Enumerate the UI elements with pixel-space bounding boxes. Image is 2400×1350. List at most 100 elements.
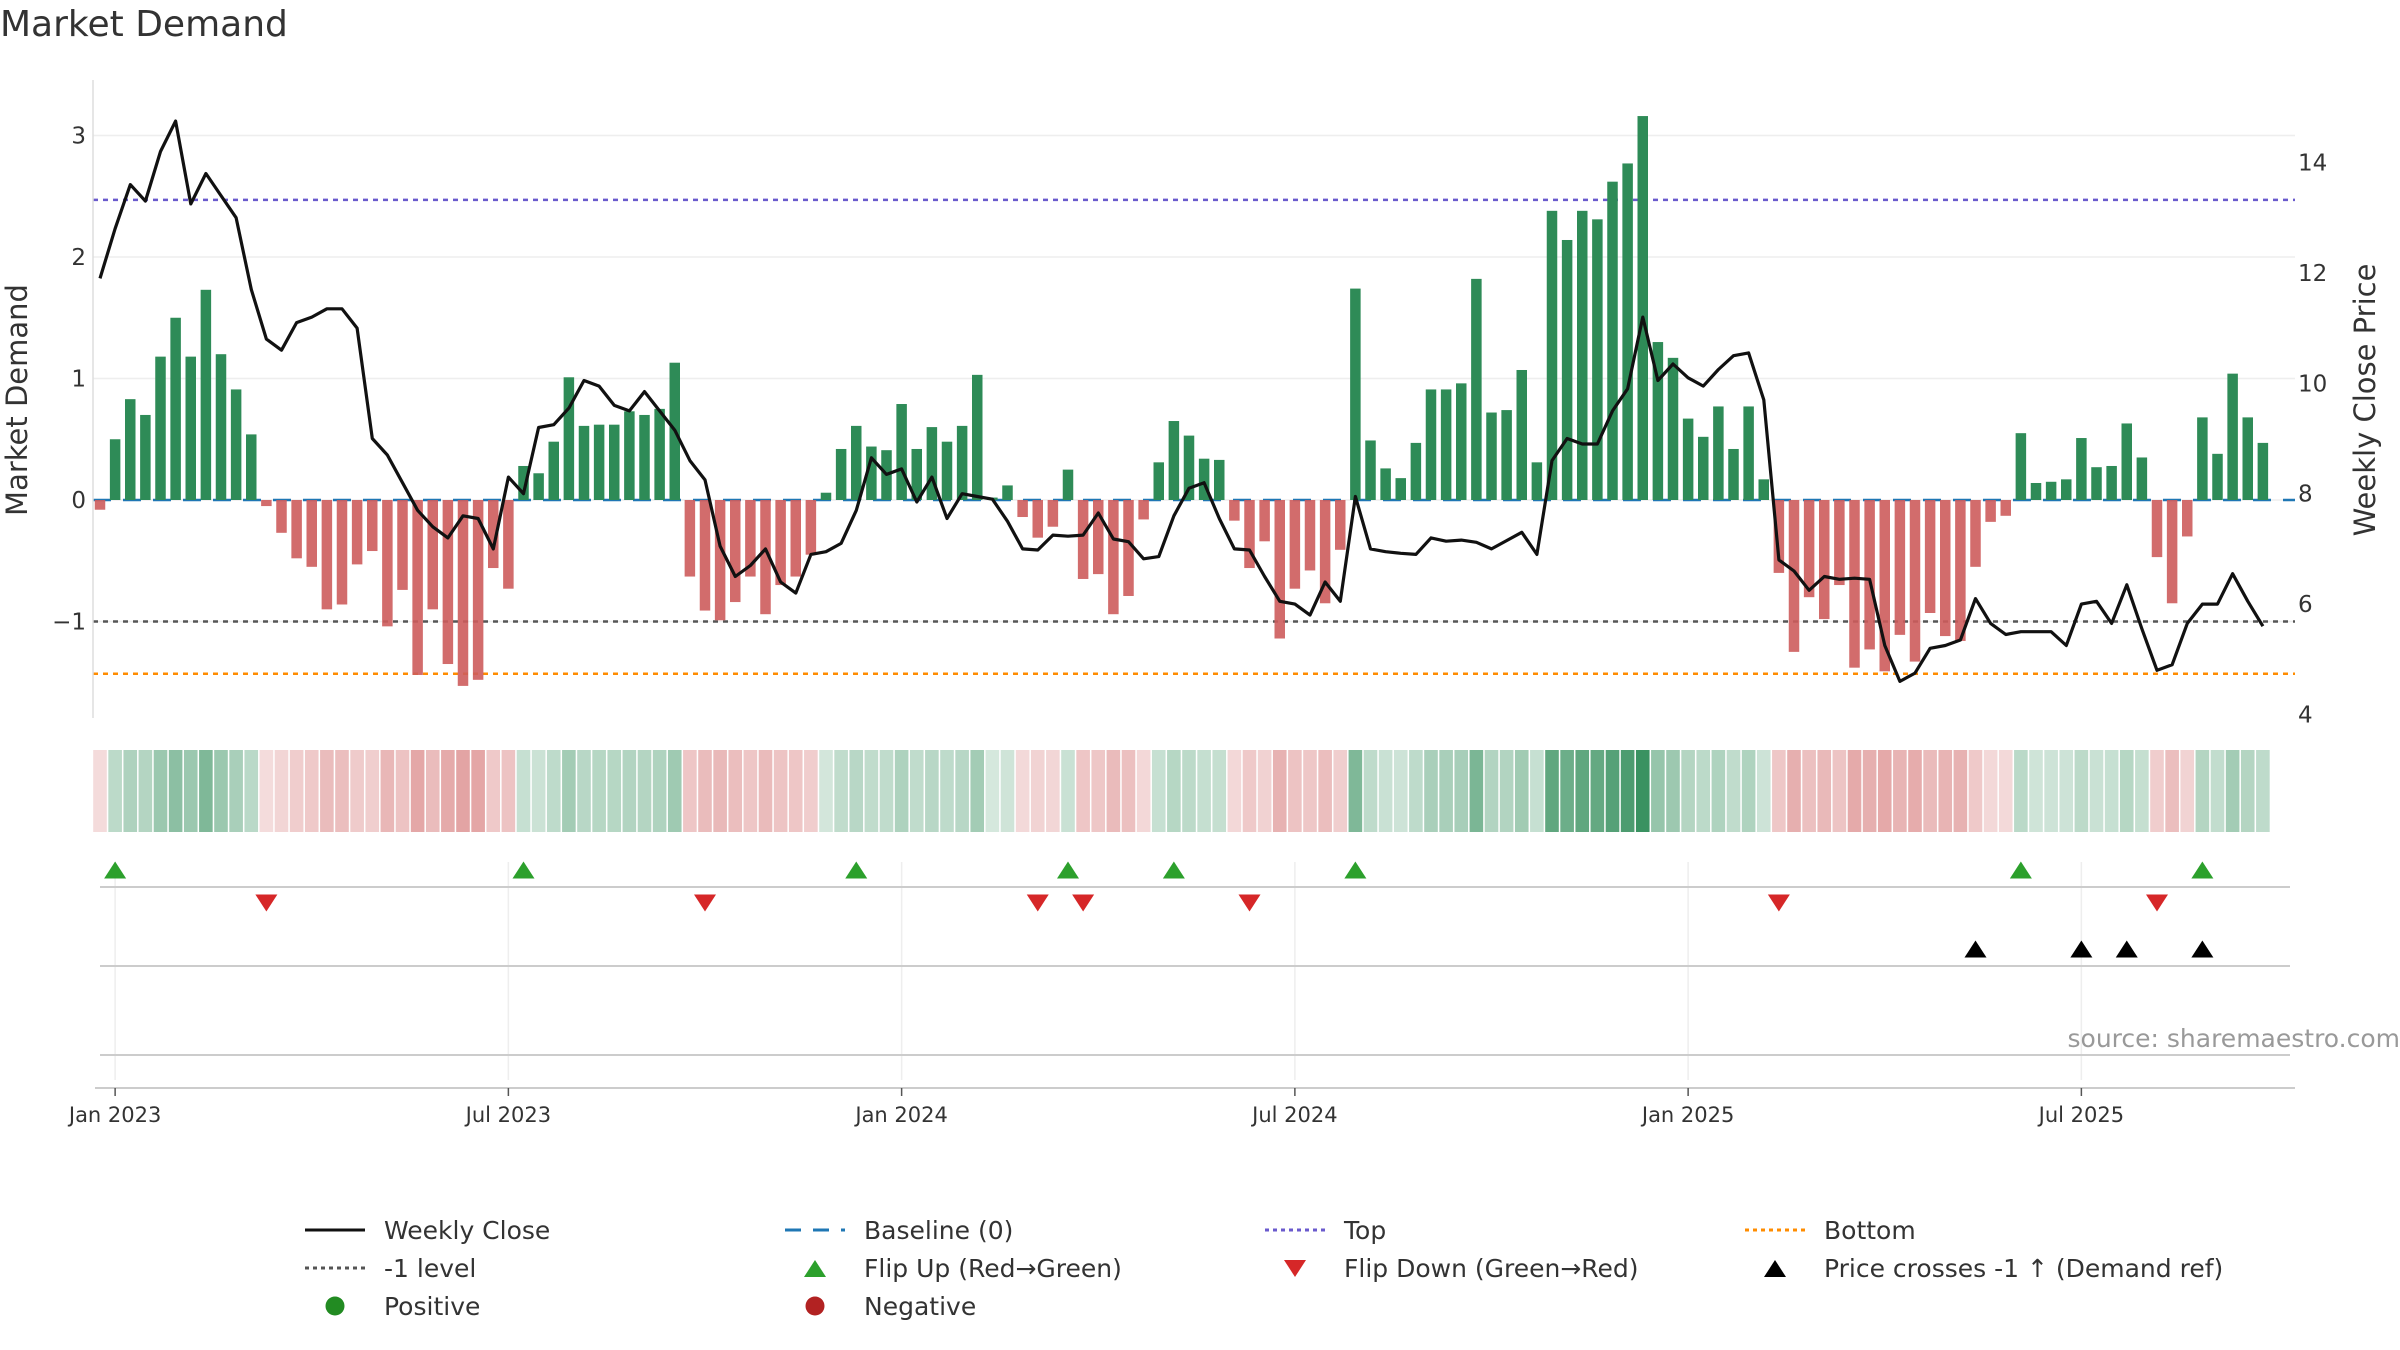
- heat-cell: [1272, 750, 1287, 832]
- heat-cell: [1726, 750, 1741, 832]
- legend-label: -1 level: [384, 1253, 477, 1283]
- demand-bar: [2121, 423, 2132, 500]
- heat-cell: [2225, 750, 2240, 832]
- heat-cell: [834, 750, 848, 832]
- demand-bar: [593, 424, 605, 500]
- demand-bar: [1561, 239, 1573, 501]
- demand-bar: [2166, 500, 2178, 604]
- demand-bar: [820, 492, 832, 500]
- heat-cell: [1893, 750, 1907, 832]
- heat-cell: [1378, 750, 1393, 832]
- heat-cell: [1847, 750, 1862, 832]
- demand-bar: [367, 500, 378, 552]
- demand-bar: [1350, 288, 1361, 500]
- heat-cell: [577, 750, 591, 832]
- heat-cell: [2014, 750, 2028, 832]
- demand-bar: [351, 500, 363, 565]
- heat-cell: [2150, 750, 2164, 832]
- heat-cell: [1756, 750, 1771, 832]
- y2-tick-label: 14: [2298, 151, 2327, 177]
- heat-cell: [1409, 750, 1423, 832]
- demand-bar: [2212, 453, 2223, 500]
- y-tick-label: 3: [71, 124, 86, 150]
- legend-item-weekly-close: Weekly Close: [300, 1215, 780, 1245]
- demand-bar: [2136, 457, 2148, 500]
- heat-cell: [214, 750, 228, 832]
- weekly-close-line: [98, 119, 2265, 684]
- demand-bar: [1471, 278, 1482, 500]
- demand-bar: [1637, 116, 1648, 500]
- demand-bar: [2227, 373, 2238, 500]
- demand-bar: [1002, 485, 1013, 500]
- demand-bars: [94, 116, 2269, 686]
- heat-cell: [1227, 750, 1242, 832]
- heat-cell: [1666, 750, 1680, 832]
- heat-cell: [773, 750, 788, 832]
- heat-cell: [713, 750, 727, 832]
- demand-bar: [2091, 467, 2102, 500]
- heat-cell: [1923, 750, 1937, 832]
- demand-bar: [276, 500, 287, 533]
- flip-down-marker: [2146, 894, 2168, 912]
- legend-item-cross: Price crosses -1 ↑ (Demand ref): [1740, 1253, 2260, 1283]
- legend-label: Positive: [384, 1291, 481, 1321]
- chart-legend: Weekly Close Baseline (0) Top Bottom -1 leve…: [300, 1215, 2250, 1321]
- heat-cell: [501, 750, 516, 832]
- demand-bar: [109, 439, 121, 500]
- heat-cell: [304, 750, 319, 832]
- heat-cell: [1590, 750, 1605, 832]
- heat-cell: [1530, 750, 1544, 832]
- legend-swatch: [804, 1260, 826, 1277]
- heat-cell: [2210, 750, 2225, 832]
- heat-cell: [168, 750, 183, 832]
- heat-cell: [1877, 750, 1892, 832]
- y-tick-label: −1: [52, 610, 86, 636]
- demand-bar: [2045, 481, 2057, 500]
- flip-down-marker: [1026, 894, 1049, 912]
- demand-bar: [1017, 500, 1028, 518]
- legend-label: Flip Down (Green→Red): [1344, 1253, 1639, 1283]
- flip-down-marker: [694, 894, 716, 912]
- demand-bar: [291, 500, 302, 559]
- heat-cell: [894, 750, 909, 832]
- heat-cell: [1257, 750, 1272, 832]
- demand-bar: [2030, 482, 2042, 500]
- demand-bar: [170, 317, 181, 500]
- legend-label: Top: [1344, 1215, 1387, 1245]
- heat-cell: [2104, 750, 2119, 832]
- demand-bar: [336, 500, 348, 605]
- legend-item-negative-dot: Negative: [780, 1291, 1260, 1321]
- demand-bar: [699, 500, 711, 611]
- heat-cell: [1333, 750, 1348, 832]
- demand-bar: [155, 356, 166, 500]
- heat-cell: [940, 750, 954, 832]
- circle-icon: [325, 1296, 345, 1316]
- heat-cell: [607, 750, 622, 832]
- demand-bar: [1940, 500, 1951, 637]
- demand-bar: [1335, 500, 1346, 550]
- demand-bar: [1501, 410, 1512, 500]
- heat-cell: [1575, 750, 1590, 832]
- demand-bar: [1788, 500, 1800, 652]
- heat-cell: [1288, 750, 1302, 832]
- heat-cell: [1832, 750, 1847, 832]
- demand-bar: [911, 448, 922, 500]
- heat-cell: [1076, 750, 1090, 832]
- heat-cell: [728, 750, 743, 832]
- chart-title: Market Demand: [0, 4, 288, 45]
- demand-bar: [1244, 500, 1255, 569]
- demand-bar: [1456, 383, 1467, 500]
- legend-swatch: [325, 1296, 345, 1316]
- legend-swatch: [305, 1228, 365, 1232]
- legend-label: Flip Up (Red→Green): [864, 1253, 1122, 1283]
- demand-bar: [1410, 442, 1422, 500]
- demand-bar: [185, 356, 196, 500]
- heat-cell: [683, 750, 697, 832]
- source-credit: source: sharemaestro.com: [2067, 1024, 2400, 1053]
- heat-cell: [1968, 750, 1983, 832]
- heat-cell: [259, 750, 274, 832]
- demand-bar: [1924, 500, 1936, 613]
- heat-cell: [395, 750, 410, 832]
- heat-cell: [2089, 750, 2104, 832]
- heat-cell: [1938, 750, 1953, 832]
